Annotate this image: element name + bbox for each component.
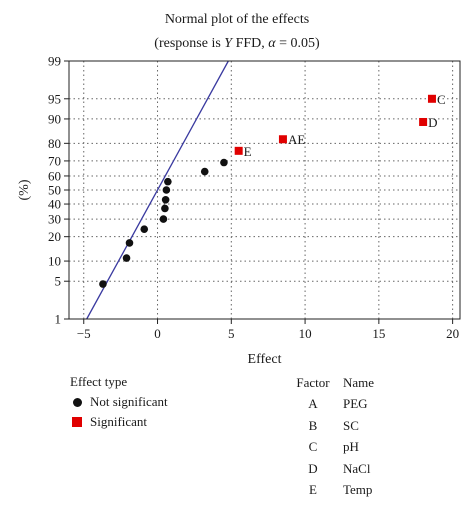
data-point — [161, 195, 170, 204]
chart-subtitle: (response is Y FFD, α = 0.05) — [0, 36, 474, 52]
subtitle-part-3: FFD, — [232, 36, 269, 51]
y-tick-label: 5 — [55, 274, 62, 289]
effect-type-legend: Effect type Not significant Significant — [70, 372, 168, 432]
factor-row: D NaCl — [288, 458, 374, 480]
point-label: D — [428, 115, 437, 130]
factor-code: C — [308, 439, 318, 455]
y-tick-label: 40 — [48, 197, 61, 212]
y-tick-label: 20 — [48, 229, 61, 244]
name-header: Name — [343, 374, 375, 390]
factor-name: pH — [343, 439, 359, 455]
significant-data-point — [234, 146, 243, 155]
reference-line-group — [86, 60, 229, 320]
legend-label: Significant — [90, 414, 148, 429]
factor-header: Factor — [296, 374, 330, 390]
square-marker-icon — [72, 417, 82, 427]
factor-name: NaCl — [343, 460, 371, 476]
y-axis-label: (%) — [17, 179, 32, 200]
significant-data-point — [427, 94, 436, 103]
subtitle-part-1: (response is — [154, 36, 225, 51]
y-tick-label: 60 — [48, 168, 61, 183]
factor-code: D — [308, 460, 318, 476]
circle-marker-icon — [73, 398, 82, 407]
significant-data-point — [278, 135, 287, 144]
data-point — [164, 177, 172, 186]
factor-code: A — [308, 396, 318, 412]
x-axis-label: Effect — [248, 352, 282, 367]
subtitle-part-5: = 0.05) — [275, 36, 320, 51]
point-label: AE — [288, 132, 305, 147]
plot-frame — [68, 60, 461, 320]
x-tick-label: 20 — [446, 326, 459, 341]
y-tick-label: 95 — [48, 91, 61, 106]
significant-data-point — [419, 117, 428, 126]
subtitle-part-2: Y — [224, 36, 233, 51]
grid — [69, 60, 460, 320]
legend-item-not-significant: Not significant — [70, 392, 168, 412]
y-tick-label: 30 — [48, 212, 61, 227]
x-tick-label: 15 — [372, 326, 385, 341]
y-tick-label: 50 — [48, 183, 61, 198]
factor-code: E — [309, 482, 317, 498]
data-point — [122, 254, 131, 262]
factor-table-header: Factor Name — [288, 372, 374, 394]
y-tick-label: 90 — [48, 111, 61, 126]
y-tick-label: 99 — [48, 54, 61, 69]
x-axis-ticks: −5 0 5 10 15 20 — [77, 319, 459, 341]
y-tick-label: 70 — [48, 153, 61, 168]
factor-name: Temp — [343, 482, 373, 498]
data-point — [220, 158, 228, 167]
subtitle-part-4: α — [268, 36, 276, 51]
data-points: E AE DC — [99, 92, 446, 288]
x-tick-label: 5 — [228, 326, 235, 341]
factor-row: A PEG — [288, 394, 374, 416]
y-tick-label: 10 — [48, 254, 61, 269]
data-point — [159, 215, 168, 223]
x-tick-label: 0 — [154, 326, 161, 341]
chart-title: Normal plot of the effects — [164, 12, 310, 27]
factor-name: PEG — [343, 396, 368, 412]
data-point — [125, 239, 134, 247]
legend-item-significant: Significant — [70, 412, 168, 432]
point-label: C — [437, 92, 446, 107]
factor-code: B — [308, 417, 318, 433]
data-point — [140, 225, 149, 233]
data-point — [99, 280, 107, 288]
data-point — [161, 204, 169, 213]
legend-title: Effect type — [70, 374, 128, 389]
legend-label: Not significant — [90, 394, 168, 409]
y-tick-label: 1 — [55, 312, 62, 327]
factor-row: E Temp — [288, 480, 374, 502]
data-point — [200, 167, 209, 176]
y-tick-label: 80 — [48, 136, 61, 151]
factor-name: SC — [343, 417, 359, 433]
point-label: E — [244, 144, 252, 159]
reference-line — [86, 60, 229, 320]
x-tick-label: 10 — [299, 326, 312, 341]
x-tick-label: −5 — [77, 326, 91, 341]
factor-row: B SC — [288, 415, 374, 437]
data-point — [162, 186, 171, 194]
